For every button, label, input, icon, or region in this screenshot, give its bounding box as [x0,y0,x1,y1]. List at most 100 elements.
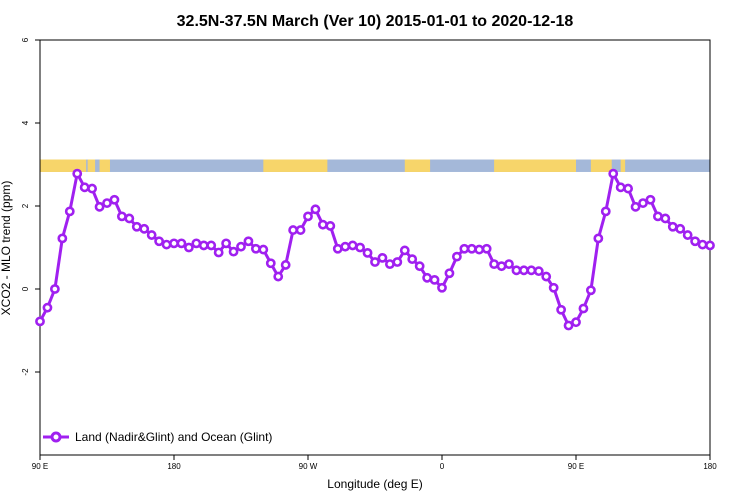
data-point [243,236,254,247]
data-point [437,282,447,293]
land-segment [620,159,626,172]
data-point [340,241,351,252]
y-tick-label: 4 [21,120,30,125]
data-point [102,198,112,208]
data-point [623,183,634,194]
data-point [504,259,514,269]
y-axis-label: XCO2 - MLO trend (ppm) [0,181,13,316]
data-point [169,238,179,249]
data-point [682,230,693,240]
x-tick-label: 90 W [299,462,318,471]
data-point [146,230,157,240]
data-point [451,251,462,262]
data-point [94,201,105,212]
x-tick-label: 90 E [568,462,584,471]
x-tick-label: 90 E [32,462,48,471]
data-point [288,225,299,235]
data-point [176,238,187,249]
data-point [191,238,202,249]
data-point [585,285,596,296]
series-points [35,168,715,331]
data-point [399,245,410,256]
plot-frame [39,39,711,456]
data-point [72,168,83,179]
data-point [116,211,127,222]
data-point [466,243,477,254]
data-point [42,302,53,313]
data-point [206,240,217,251]
x-tick-label: 180 [703,462,717,471]
land-segment [99,159,110,172]
data-point [690,236,701,247]
land-ocean-mask [40,159,710,172]
data-point [526,265,537,276]
data-point [79,182,90,193]
data-point [548,282,559,293]
data-point [652,211,663,222]
data-point [310,204,321,215]
data-point [518,265,529,276]
data-point [392,257,403,267]
data-point [139,223,150,234]
data-point [236,241,246,252]
data-point [593,233,604,244]
data-point [303,211,313,222]
data-point [638,198,648,208]
data-point [489,259,500,269]
data-point [697,239,708,250]
data-point [228,246,239,257]
x-tick-label: 180 [167,462,181,471]
data-point [355,242,366,253]
data-point [541,271,552,282]
data-point [444,268,455,279]
data-point [407,254,418,265]
data-point [474,244,485,255]
legend: Land (Nadir&Glint) and Ocean (Glint) [43,430,272,444]
data-point [571,317,581,328]
data-point [675,223,686,234]
data-point [459,243,470,254]
land-segment [494,159,576,172]
y-tick-label: 6 [21,37,30,42]
data-point [250,243,261,254]
data-point [578,303,589,314]
data-point [317,219,328,230]
data-point [221,238,232,249]
data-point [332,243,343,254]
y-tick-label: 2 [21,203,30,208]
data-point [667,221,678,232]
land-segment [40,159,87,172]
data-point [325,221,336,231]
data-point [280,260,291,270]
data-point [511,265,522,276]
data-point [630,201,641,212]
data-point [384,259,395,269]
data-point [347,240,358,251]
data-point [295,225,306,235]
data-point [183,242,194,253]
data-point [377,252,388,263]
land-segment [87,159,96,172]
data-point [131,221,142,232]
data-point [660,213,671,224]
data-point [496,261,507,272]
data-point [124,213,135,224]
data-point [35,316,45,327]
series-line [38,172,711,328]
data-point [258,244,269,255]
data-point [370,257,380,267]
data-point [414,261,425,272]
data-point [645,194,656,205]
y-axis: -2 0 2 4 6 [21,37,40,376]
data-point [481,243,492,254]
legend-marker-swatch [50,431,62,443]
data-point [422,272,433,283]
data-point [705,240,715,251]
data-point [64,206,75,217]
data-point [362,247,373,258]
x-axis-label: Longitude (deg E) [327,477,422,491]
data-point [154,236,165,247]
data-point [161,239,172,250]
data-point [213,247,224,258]
